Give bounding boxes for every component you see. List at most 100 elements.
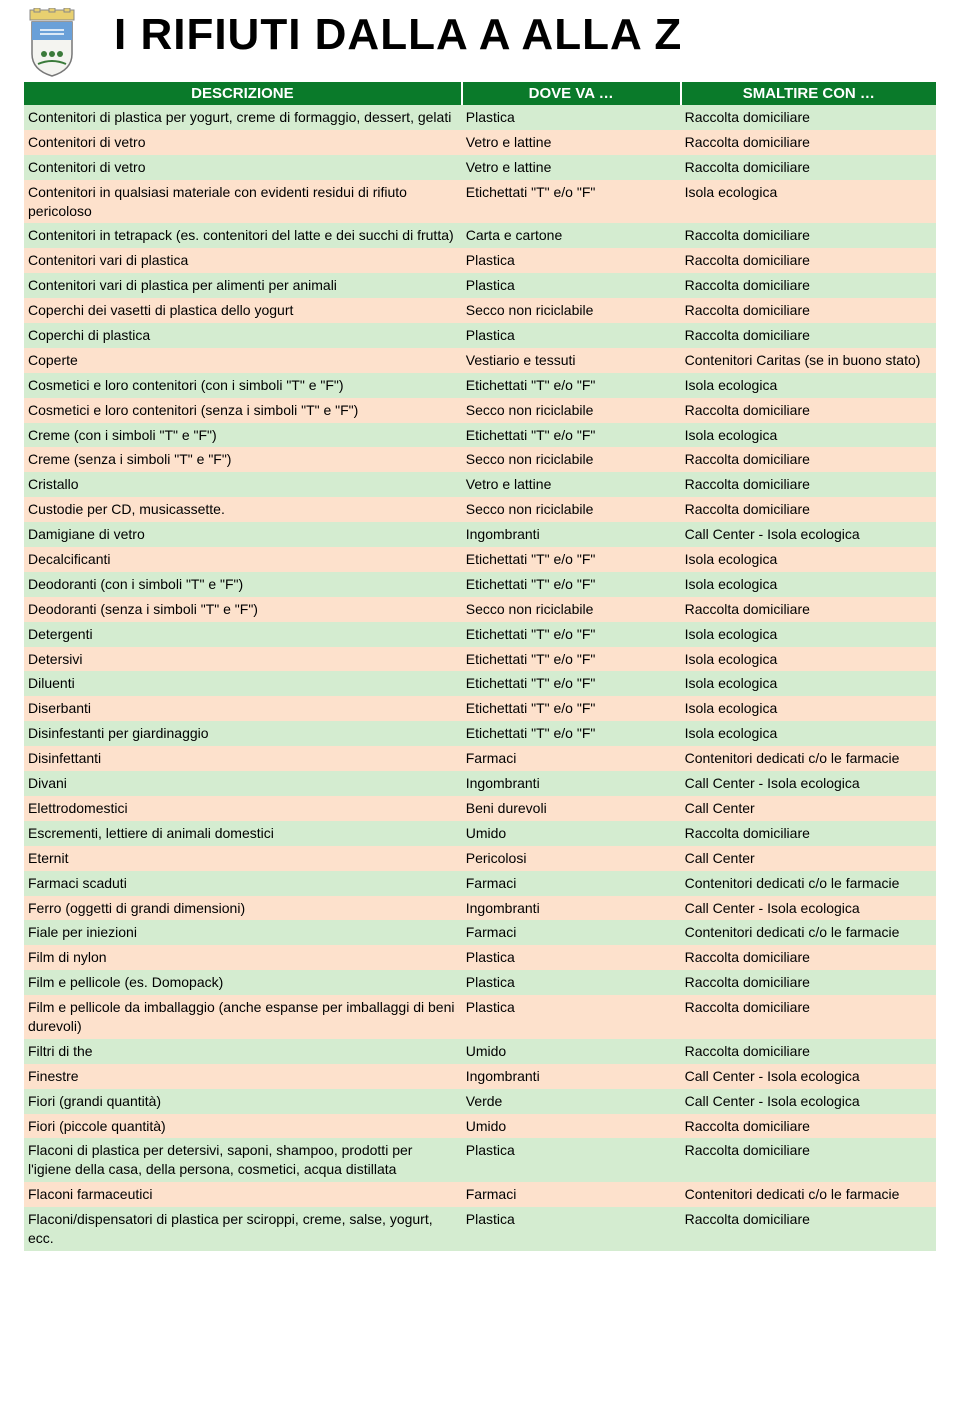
cell-where: Plastica bbox=[462, 323, 681, 348]
table-row: DisinfettantiFarmaciContenitori dedicati… bbox=[24, 746, 936, 771]
cell-description: Escrementi, lettiere di animali domestic… bbox=[24, 821, 462, 846]
cell-where: Secco non riciclabile bbox=[462, 447, 681, 472]
cell-description: Cosmetici e loro contenitori (senza i si… bbox=[24, 398, 462, 423]
cell-where: Beni durevoli bbox=[462, 796, 681, 821]
cell-dispose: Isola ecologica bbox=[681, 696, 936, 721]
cell-dispose: Contenitori Caritas (se in buono stato) bbox=[681, 348, 936, 373]
cell-where: Etichettati "T" e/o "F" bbox=[462, 721, 681, 746]
cell-dispose: Isola ecologica bbox=[681, 373, 936, 398]
cell-dispose: Raccolta domiciliare bbox=[681, 597, 936, 622]
table-row: Creme (senza i simboli "T" e "F")Secco n… bbox=[24, 447, 936, 472]
cell-where: Umido bbox=[462, 1039, 681, 1064]
cell-dispose: Raccolta domiciliare bbox=[681, 223, 936, 248]
table-row: Flaconi farmaceuticiFarmaciContenitori d… bbox=[24, 1182, 936, 1207]
cell-description: Fiori (grandi quantità) bbox=[24, 1089, 462, 1114]
cell-where: Secco non riciclabile bbox=[462, 497, 681, 522]
cell-description: Decalcificanti bbox=[24, 547, 462, 572]
table-row: Flaconi di plastica per detersivi, sapon… bbox=[24, 1138, 936, 1182]
cell-where: Plastica bbox=[462, 970, 681, 995]
table-row: Contenitori vari di plasticaPlasticaRacc… bbox=[24, 248, 936, 273]
cell-dispose: Raccolta domiciliare bbox=[681, 298, 936, 323]
table-row: Film e pellicole (es. Domopack)PlasticaR… bbox=[24, 970, 936, 995]
cell-where: Plastica bbox=[462, 248, 681, 273]
cell-description: Farmaci scaduti bbox=[24, 871, 462, 896]
cell-where: Etichettati "T" e/o "F" bbox=[462, 423, 681, 448]
cell-where: Ingombranti bbox=[462, 771, 681, 796]
cell-where: Vestiario e tessuti bbox=[462, 348, 681, 373]
table-row: Custodie per CD, musicassette.Secco non … bbox=[24, 497, 936, 522]
cell-dispose: Raccolta domiciliare bbox=[681, 130, 936, 155]
cell-where: Verde bbox=[462, 1089, 681, 1114]
col-header-where: DOVE VA … bbox=[462, 82, 681, 105]
cell-dispose: Isola ecologica bbox=[681, 572, 936, 597]
cell-description: Contenitori di vetro bbox=[24, 155, 462, 180]
cell-dispose: Raccolta domiciliare bbox=[681, 821, 936, 846]
cell-where: Secco non riciclabile bbox=[462, 398, 681, 423]
cell-dispose: Raccolta domiciliare bbox=[681, 497, 936, 522]
cell-description: Film di nylon bbox=[24, 945, 462, 970]
cell-description: Filtri di the bbox=[24, 1039, 462, 1064]
cell-dispose: Raccolta domiciliare bbox=[681, 105, 936, 130]
cell-where: Vetro e lattine bbox=[462, 155, 681, 180]
cell-dispose: Isola ecologica bbox=[681, 622, 936, 647]
page-title: I RIFIUTI DALLA A ALLA Z bbox=[114, 10, 936, 60]
table-row: Fiale per iniezioniFarmaciContenitori de… bbox=[24, 920, 936, 945]
cell-description: Contenitori di plastica per yogurt, crem… bbox=[24, 105, 462, 130]
cell-description: Film e pellicole da imballaggio (anche e… bbox=[24, 995, 462, 1039]
table-row: Farmaci scadutiFarmaciContenitori dedica… bbox=[24, 871, 936, 896]
cell-description: Coperte bbox=[24, 348, 462, 373]
cell-description: Coperchi di plastica bbox=[24, 323, 462, 348]
cell-dispose: Isola ecologica bbox=[681, 721, 936, 746]
cell-description: Fiori (piccole quantità) bbox=[24, 1114, 462, 1139]
table-row: DetergentiEtichettati "T" e/o "F"Isola e… bbox=[24, 622, 936, 647]
table-row: Flaconi/dispensatori di plastica per sci… bbox=[24, 1207, 936, 1251]
cell-where: Plastica bbox=[462, 273, 681, 298]
cell-description: Flaconi farmaceutici bbox=[24, 1182, 462, 1207]
cell-description: Detergenti bbox=[24, 622, 462, 647]
table-row: Filtri di theUmidoRaccolta domiciliare bbox=[24, 1039, 936, 1064]
table-row: Fiori (piccole quantità)UmidoRaccolta do… bbox=[24, 1114, 936, 1139]
cell-dispose: Call Center - Isola ecologica bbox=[681, 896, 936, 921]
cell-where: Secco non riciclabile bbox=[462, 298, 681, 323]
cell-description: Elettrodomestici bbox=[24, 796, 462, 821]
cell-description: Divani bbox=[24, 771, 462, 796]
cell-dispose: Raccolta domiciliare bbox=[681, 1207, 936, 1251]
cell-dispose: Raccolta domiciliare bbox=[681, 970, 936, 995]
cell-dispose: Call Center - Isola ecologica bbox=[681, 1064, 936, 1089]
cell-description: Deodoranti (senza i simboli "T" e "F") bbox=[24, 597, 462, 622]
cell-dispose: Isola ecologica bbox=[681, 423, 936, 448]
table-row: Contenitori in tetrapack (es. contenitor… bbox=[24, 223, 936, 248]
cell-description: Custodie per CD, musicassette. bbox=[24, 497, 462, 522]
cell-dispose: Raccolta domiciliare bbox=[681, 472, 936, 497]
cell-dispose: Call Center - Isola ecologica bbox=[681, 1089, 936, 1114]
cell-dispose: Isola ecologica bbox=[681, 180, 936, 224]
cell-dispose: Raccolta domiciliare bbox=[681, 398, 936, 423]
cell-description: Cosmetici e loro contenitori (con i simb… bbox=[24, 373, 462, 398]
cell-dispose: Raccolta domiciliare bbox=[681, 1039, 936, 1064]
cell-dispose: Call Center bbox=[681, 846, 936, 871]
cell-dispose: Raccolta domiciliare bbox=[681, 323, 936, 348]
table-row: Creme (con i simboli "T" e "F")Etichetta… bbox=[24, 423, 936, 448]
cell-description: Film e pellicole (es. Domopack) bbox=[24, 970, 462, 995]
cell-dispose: Raccolta domiciliare bbox=[681, 248, 936, 273]
table-row: Contenitori vari di plastica per aliment… bbox=[24, 273, 936, 298]
table-row: Fiori (grandi quantità)VerdeCall Center … bbox=[24, 1089, 936, 1114]
cell-where: Secco non riciclabile bbox=[462, 597, 681, 622]
cell-description: Contenitori in tetrapack (es. contenitor… bbox=[24, 223, 462, 248]
cell-where: Etichettati "T" e/o "F" bbox=[462, 671, 681, 696]
cell-where: Farmaci bbox=[462, 871, 681, 896]
cell-where: Carta e cartone bbox=[462, 223, 681, 248]
cell-dispose: Raccolta domiciliare bbox=[681, 155, 936, 180]
cell-dispose: Isola ecologica bbox=[681, 547, 936, 572]
table-row: DetersiviEtichettati "T" e/o "F"Isola ec… bbox=[24, 647, 936, 672]
table-header-row: DESCRIZIONE DOVE VA … SMALTIRE CON … bbox=[24, 82, 936, 105]
page-header: I RIFIUTI DALLA A ALLA Z bbox=[24, 8, 936, 78]
cell-description: Creme (con i simboli "T" e "F") bbox=[24, 423, 462, 448]
cell-description: Ferro (oggetti di grandi dimensioni) bbox=[24, 896, 462, 921]
cell-dispose: Contenitori dedicati c/o le farmacie bbox=[681, 871, 936, 896]
cell-description: Fiale per iniezioni bbox=[24, 920, 462, 945]
cell-where: Umido bbox=[462, 821, 681, 846]
cell-description: Disinfettanti bbox=[24, 746, 462, 771]
table-row: CristalloVetro e lattineRaccolta domicil… bbox=[24, 472, 936, 497]
col-header-dispose: SMALTIRE CON … bbox=[681, 82, 936, 105]
